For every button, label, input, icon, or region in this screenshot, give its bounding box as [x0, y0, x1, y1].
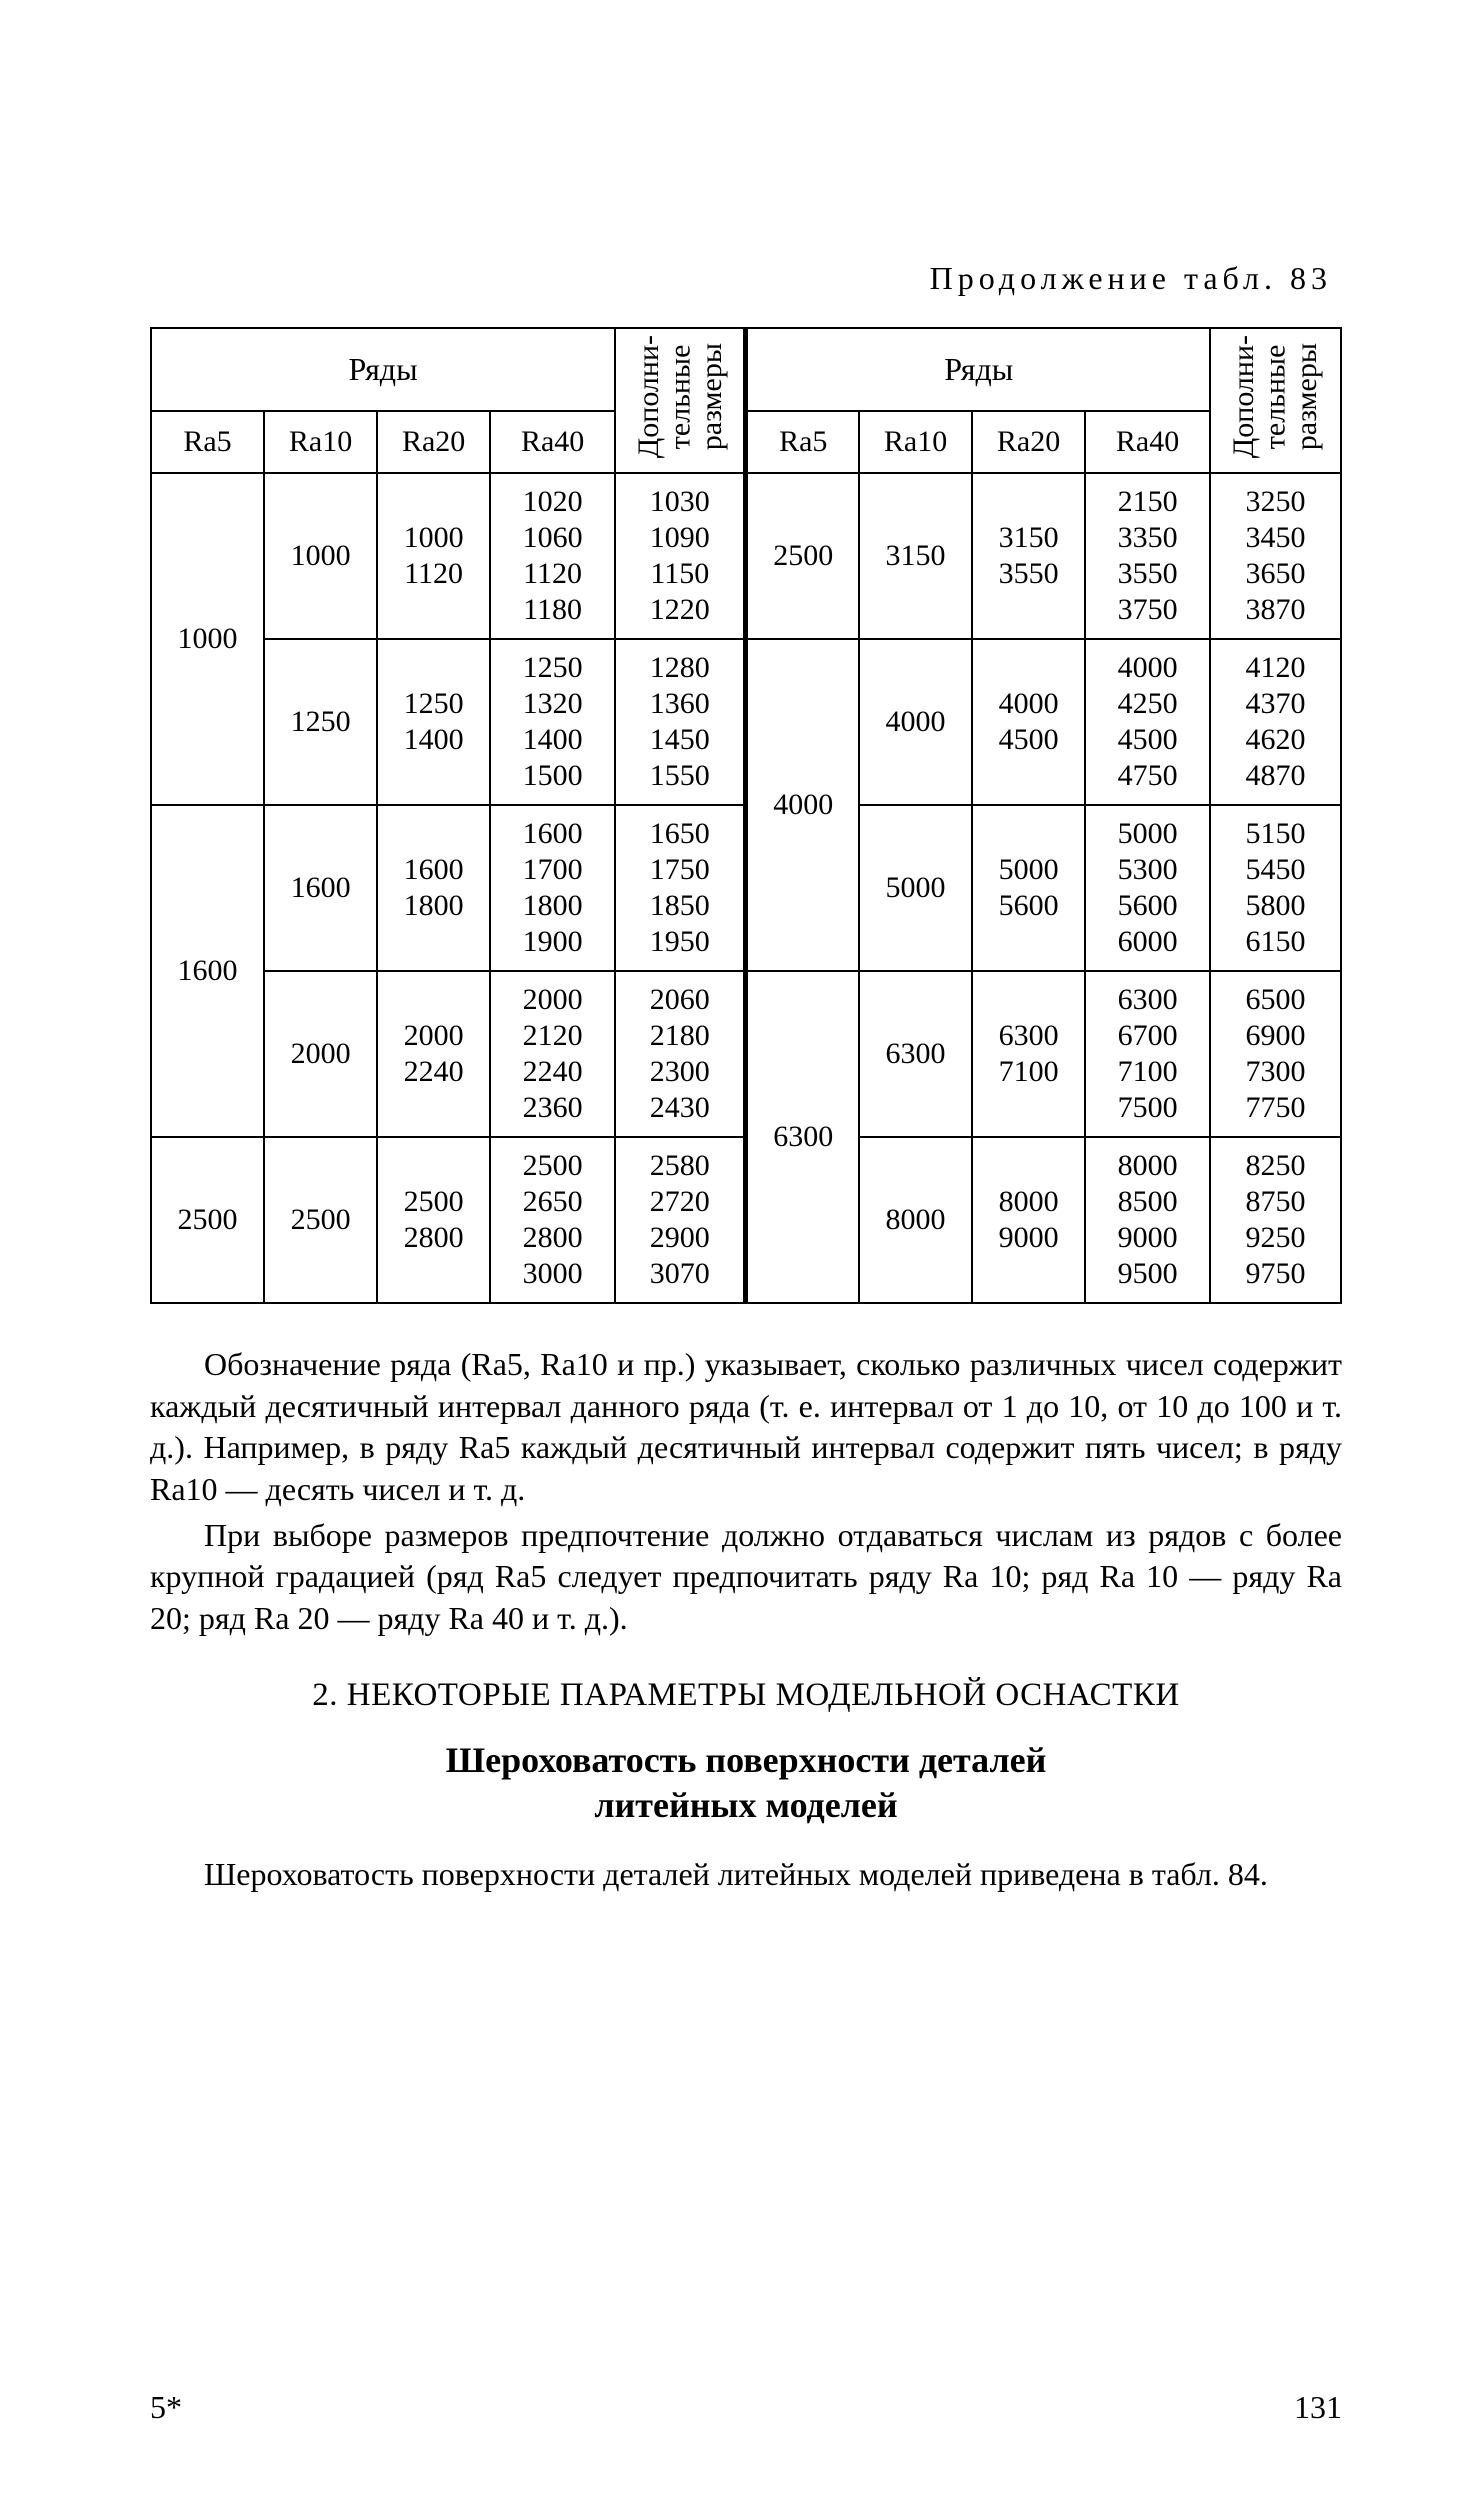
table-cell: 1600170018001900	[490, 805, 615, 971]
col-ra40-l: Ra40	[490, 411, 615, 473]
table-cell: 3150	[859, 473, 972, 639]
paragraph: При выборе размеров предпочтение должно …	[150, 1515, 1342, 1640]
table-cell: 1250	[264, 639, 377, 805]
table-cell: 5150545058006150	[1210, 805, 1341, 971]
table-cell: 2000	[264, 971, 377, 1137]
table-cell: 5000	[859, 805, 972, 971]
table-subhead: Ra5 Ra10 Ra20 Ra40 Ra5 Ra10 Ra20 Ra40	[151, 411, 1341, 473]
table-row: 1000100010001120102010601120118010301090…	[151, 473, 1341, 639]
table-cell: 63007100	[972, 971, 1085, 1137]
table-cell: 8000	[859, 1137, 972, 1303]
col-extra-right: Дополни-тельныеразмеры	[1210, 328, 1341, 473]
table-cell: 4000425045004750	[1085, 639, 1210, 805]
section-heading: 2. НЕКОТОРЫЕ ПАРАМЕТРЫ МОДЕЛЬНОЙ ОСНАСТК…	[150, 1677, 1342, 1714]
col-group-left: Ряды	[151, 328, 615, 411]
table-cell: 25002800	[377, 1137, 490, 1303]
table-cell: 2500265028003000	[490, 1137, 615, 1303]
col-ra5-r: Ra5	[746, 411, 859, 473]
sub-heading: Шероховатость поверхности деталей литейн…	[150, 1738, 1342, 1828]
page-number: 131	[1294, 2389, 1342, 2426]
table-cell: 2000212022402360	[490, 971, 615, 1137]
data-table: Ряды Дополни-тельныеразмеры Ряды Дополни…	[150, 327, 1342, 1304]
paragraph: Шероховатость поверхности деталей литейн…	[150, 1854, 1342, 1896]
table-cell: 2580272029003070	[615, 1137, 746, 1303]
table-cell: 12501400	[377, 639, 490, 805]
sub-heading-line: Шероховатость поверхности деталей	[446, 1740, 1047, 1780]
table-cell: 2060218023002430	[615, 971, 746, 1137]
table-cell: 6300670071007500	[1085, 971, 1210, 1137]
sub-heading-line: литейных моделей	[594, 1785, 897, 1825]
paragraph: Обозначение ряда (Ra5, Ra10 и пр.) указы…	[150, 1344, 1342, 1510]
table-cell: 6300	[859, 971, 972, 1137]
vertical-header-right: Дополни-тельныеразмеры	[1228, 329, 1323, 464]
table-cell: 4000	[859, 639, 972, 805]
col-ra5-l: Ra5	[151, 411, 264, 473]
table-cell: 50005600	[972, 805, 1085, 971]
col-ra20-l: Ra20	[377, 411, 490, 473]
col-ra10-r: Ra10	[859, 411, 972, 473]
col-extra-left: Дополни-тельныеразмеры	[615, 328, 746, 473]
table-cell: 1000	[151, 473, 264, 805]
table-row: 1250125014001250132014001500128013601450…	[151, 639, 1341, 805]
table-cell: 1600	[264, 805, 377, 971]
signature-mark: 5*	[150, 2389, 182, 2426]
col-group-right: Ряды	[746, 328, 1210, 411]
table-cell: 2500	[264, 1137, 377, 1303]
table-caption: Продолжение табл. 83	[150, 260, 1342, 297]
table-cell: 2500	[151, 1137, 264, 1303]
table-head: Ряды Дополни-тельныеразмеры Ряды Дополни…	[151, 328, 1341, 473]
table-cell: 8000850090009500	[1085, 1137, 1210, 1303]
col-ra20-r: Ra20	[972, 411, 1085, 473]
table-cell: 16001800	[377, 805, 490, 971]
table-cell: 1650175018501950	[615, 805, 746, 971]
col-ra10-l: Ra10	[264, 411, 377, 473]
table-cell: 1250132014001500	[490, 639, 615, 805]
table-cell: 20002240	[377, 971, 490, 1137]
table-cell: 31503550	[972, 473, 1085, 639]
footer: 5* 131	[150, 2389, 1342, 2426]
table-cell: 6300	[746, 971, 859, 1303]
closing-text: Шероховатость поверхности деталей литейн…	[150, 1854, 1342, 1896]
table-cell: 8250875092509750	[1210, 1137, 1341, 1303]
table-cell: 1030109011501220	[615, 473, 746, 639]
body-text: Обозначение ряда (Ra5, Ra10 и пр.) указы…	[150, 1344, 1342, 1639]
table-cell: 4120437046204870	[1210, 639, 1341, 805]
page: Продолжение табл. 83 Ряды Дополни-тельны…	[0, 0, 1472, 2496]
table-cell: 40004500	[972, 639, 1085, 805]
table-cell: 6500690073007750	[1210, 971, 1341, 1137]
vertical-header-left: Дополни-тельныеразмеры	[633, 329, 728, 464]
table-cell: 80009000	[972, 1137, 1085, 1303]
table-cell: 1000	[264, 473, 377, 639]
table-cell: 1280136014501550	[615, 639, 746, 805]
table-cell: 2500	[746, 473, 859, 639]
table-cell: 1600	[151, 805, 264, 1137]
table-cell: 3250345036503870	[1210, 473, 1341, 639]
table-cell: 4000	[746, 639, 859, 971]
table-cell: 5000530056006000	[1085, 805, 1210, 971]
table-row: 2000200022402000212022402360206021802300…	[151, 971, 1341, 1137]
table-cell: 1020106011201180	[490, 473, 615, 639]
table-cell: 10001120	[377, 473, 490, 639]
table-cell: 2150335035503750	[1085, 473, 1210, 639]
col-ra40-r: Ra40	[1085, 411, 1210, 473]
table-body: 1000100010001120102010601120118010301090…	[151, 473, 1341, 1303]
